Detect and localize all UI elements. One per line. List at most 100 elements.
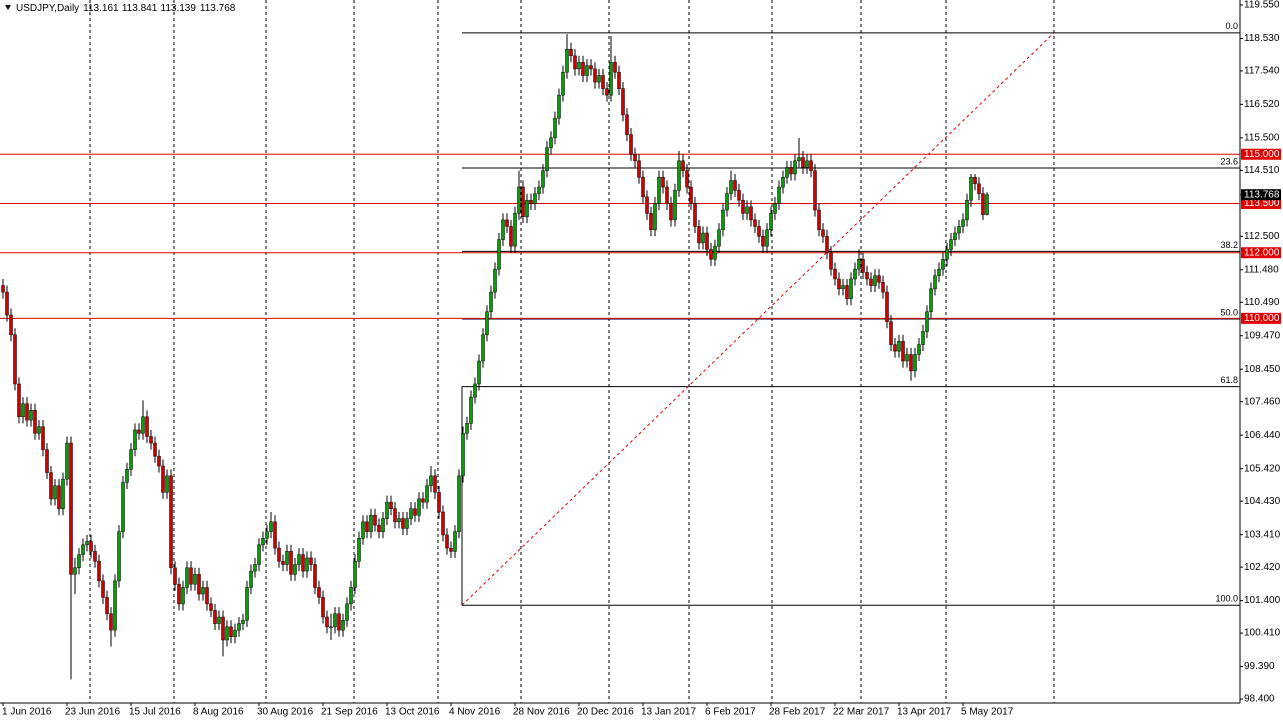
candle-body	[261, 537, 265, 546]
fibo-label: 61.8	[1220, 375, 1238, 385]
candle-body	[937, 268, 941, 276]
candle-body	[517, 186, 521, 214]
candle-body	[153, 442, 157, 457]
candle-body	[189, 567, 193, 585]
candle-body	[741, 199, 745, 214]
y-tick-label: 104.430	[1244, 496, 1281, 507]
candle-body	[437, 492, 441, 513]
level-tag	[1241, 247, 1281, 259]
x-tick-label: 20 Dec 2016	[577, 707, 634, 718]
candle-body	[333, 613, 337, 628]
candle-body	[981, 193, 985, 215]
candle-body	[25, 403, 29, 421]
candle-body	[21, 403, 25, 418]
candle-body	[9, 314, 13, 336]
candle-body	[737, 190, 741, 201]
candle-body	[857, 259, 861, 270]
price-label: 113.768	[1244, 189, 1280, 200]
candle-body	[329, 626, 333, 629]
candle-body	[1, 285, 5, 293]
candle-body	[157, 455, 161, 467]
candle-body	[825, 236, 829, 253]
y-tick-label: 102.420	[1244, 562, 1281, 573]
candle-body	[813, 170, 817, 211]
candle-body	[657, 176, 661, 204]
candle-body	[769, 213, 773, 230]
candle-body	[165, 475, 169, 493]
candle-body	[797, 157, 801, 162]
candle-body	[637, 160, 641, 178]
candle-body	[77, 554, 81, 569]
candle-body	[641, 176, 645, 198]
candle-body	[457, 475, 461, 532]
candle-body	[549, 137, 553, 148]
candle-body	[381, 518, 385, 532]
candle-body	[277, 547, 281, 562]
candle-body	[117, 531, 121, 582]
candle-body	[401, 518, 405, 529]
candle-body	[789, 167, 793, 175]
candle-body	[941, 259, 945, 270]
fibo-label: 50.0	[1220, 307, 1238, 317]
candle-body	[757, 226, 761, 237]
y-tick-label: 107.460	[1244, 396, 1281, 407]
candle-body	[301, 554, 305, 572]
candle-body	[201, 587, 205, 595]
candle-body	[557, 94, 561, 119]
x-tick-label: 8 Aug 2016	[193, 707, 244, 718]
y-tick-label: 117.540	[1244, 66, 1280, 77]
candle-body	[485, 311, 489, 336]
candle-body	[961, 219, 965, 227]
open-value: 113.161	[83, 3, 119, 14]
candle-body	[909, 354, 913, 372]
candle-body	[17, 383, 21, 418]
candle-body	[765, 229, 769, 247]
candle-body	[885, 291, 889, 322]
candle-body	[181, 587, 185, 605]
candle-body	[501, 219, 505, 240]
candle-body	[221, 616, 225, 641]
candle-body	[917, 344, 921, 355]
level-label: 112.000	[1244, 247, 1280, 258]
x-tick-label: 13 Jan 2017	[641, 707, 696, 718]
candle-body	[297, 554, 301, 565]
candle-body	[965, 199, 969, 221]
candle-body	[781, 176, 785, 188]
x-tick-label: 22 Mar 2017	[833, 707, 890, 718]
candle-body	[713, 245, 717, 260]
candle-body	[217, 616, 221, 624]
candle-body	[213, 610, 217, 624]
candle-body	[901, 341, 905, 362]
candle-body	[665, 186, 669, 204]
candle-body	[321, 597, 325, 618]
level-tag	[1241, 312, 1281, 324]
candle-body	[817, 209, 821, 230]
candle-body	[793, 160, 797, 175]
candle-body	[361, 521, 365, 539]
level-label: 110.000	[1244, 313, 1280, 324]
candle-body	[409, 508, 413, 519]
candle-body	[33, 409, 37, 434]
candle-body	[41, 426, 45, 450]
candle-body	[45, 449, 49, 473]
candle-body	[169, 475, 173, 569]
candle-body	[73, 567, 77, 575]
candle-body	[833, 268, 837, 280]
candle-body	[353, 560, 357, 588]
candle-body	[53, 485, 57, 500]
candle-body	[313, 564, 317, 588]
candle-body	[525, 199, 529, 217]
menu-triangle[interactable]	[5, 5, 11, 10]
level-tag	[1241, 148, 1281, 160]
fibo-trend	[461, 32, 1055, 606]
candle-body	[289, 551, 293, 575]
candle-body	[697, 226, 701, 244]
candle-body	[597, 75, 601, 83]
candle-body	[129, 449, 133, 470]
candle-body	[273, 521, 277, 549]
candle-body	[653, 203, 657, 230]
candle-body	[13, 334, 17, 385]
candle-body	[633, 154, 637, 162]
candle-body	[141, 416, 145, 434]
candle-body	[921, 331, 925, 345]
